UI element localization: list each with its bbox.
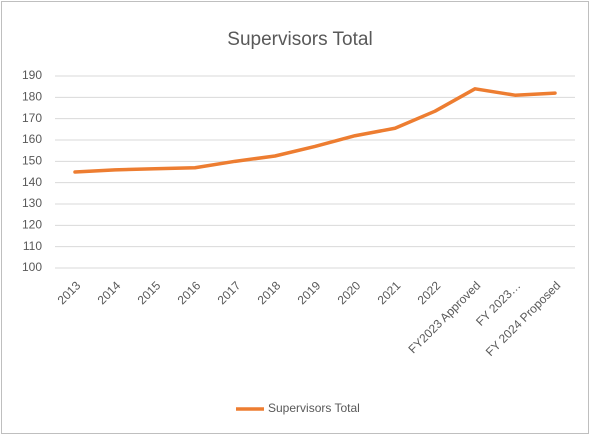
y-tick-label: 150 [22, 154, 42, 168]
legend-label: Supervisors Total [268, 401, 360, 415]
y-tick-label: 130 [22, 196, 42, 210]
data-line [73, 87, 557, 174]
y-tick-label: 140 [22, 175, 42, 189]
y-tick-label: 110 [23, 239, 42, 253]
y-tick-label: 190 [22, 68, 42, 82]
chart-title: Supervisors Total [227, 29, 372, 50]
y-tick-label: 100 [22, 260, 42, 274]
y-tick-label: 180 [22, 90, 42, 104]
y-tick-label: 170 [22, 111, 42, 125]
y-tick-label: 120 [22, 218, 42, 232]
y-tick-label: 160 [22, 132, 42, 146]
